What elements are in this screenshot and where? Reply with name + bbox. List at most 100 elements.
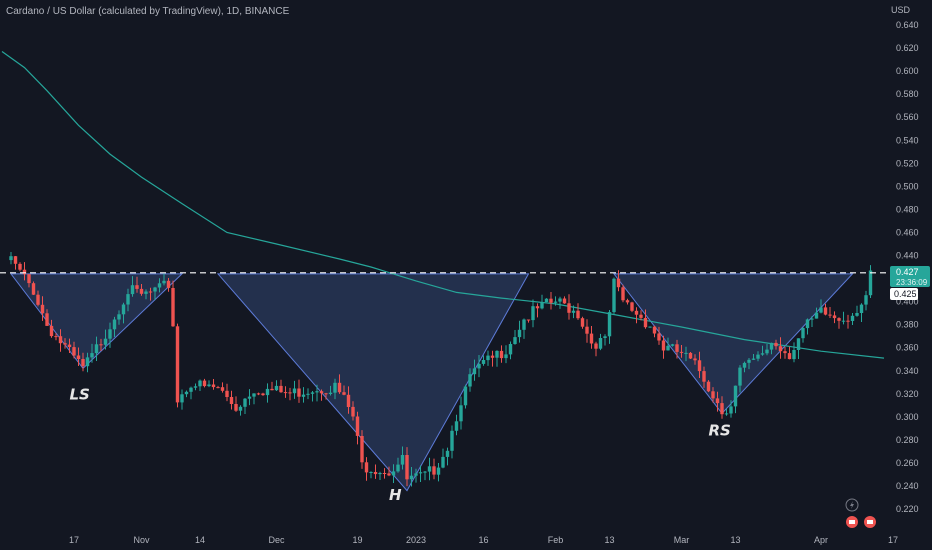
candle-body [441,456,445,468]
pattern-triangle [216,273,530,492]
candle-body [634,310,639,315]
flag-icon[interactable] [864,516,876,528]
candle-body [144,291,148,294]
candle-body [814,312,819,319]
candle-body [661,340,666,351]
lightning-icon[interactable] [845,498,859,512]
candle-body [418,472,423,474]
candle-body [234,404,238,411]
candle-body [315,391,319,393]
symbol-title: Cardano / US Dollar (calculated by Tradi… [6,6,290,17]
time-axis[interactable] [0,528,932,550]
pattern-triangle [612,273,854,415]
candle-body [261,393,265,396]
candle-body [445,450,450,457]
candle-body [99,344,103,346]
candle-body [58,336,63,344]
candle-body [639,314,643,318]
candle-body [432,466,436,475]
candle-body [27,274,31,284]
time-axis-ticks: 17 Nov 14 Dec 19 2023 16 Feb 13 Mar 13 Apr 17 [69,535,898,545]
candle-body [337,382,342,393]
candle-body [612,278,616,313]
candle-body [391,471,396,476]
time-tick-label: 19 [352,535,362,545]
candle-body [733,385,738,407]
candle-body [126,294,130,305]
candle-body [351,406,355,417]
price-tick-label: 0.460 [896,228,919,238]
price-axis[interactable] [886,0,932,528]
price-tick-label: 0.240 [896,481,919,491]
candle-body [310,392,315,394]
candle-body [292,388,297,394]
price-tick-label: 0.220 [896,504,919,514]
candle-body [846,320,850,322]
pattern-label-ls: LS [70,386,90,404]
candle-body [238,406,243,411]
candle-body [301,394,306,397]
candle-body [90,353,94,358]
time-tick-label: Nov [133,535,150,545]
candle-body [801,328,805,339]
candle-body [652,326,657,334]
candle-body [229,397,234,404]
candle-body [837,318,841,321]
candle-body [67,344,72,347]
candle-body [765,349,769,354]
candle-body [36,294,40,305]
candle-body [171,288,175,327]
time-tick-label: 17 [888,535,898,545]
price-tick-label: 0.500 [896,181,919,191]
candle-body [666,345,670,351]
candle-body [400,455,405,465]
time-tick-label: 13 [604,535,614,545]
flag-icon[interactable] [846,516,858,528]
candle-body [423,471,427,473]
candle-body [576,310,580,319]
candles [9,252,873,487]
candle-body [220,387,225,391]
candle-body [306,393,310,395]
candle-body [207,384,211,387]
candle-body [373,472,378,475]
candle-body [153,287,157,292]
pattern-labels: LS H RS [70,386,731,504]
candle-body [517,329,522,338]
candle-body [193,386,198,388]
last-price-value: 0.427 [896,267,919,277]
candle-body [225,390,229,397]
last-price-tag: 0.427 23:36:09 [890,266,930,287]
candle-body [94,344,99,354]
candle-body [333,382,337,393]
candle-body [495,350,499,358]
candle-body [819,307,823,313]
candle-body [283,392,288,394]
candle-body [783,351,787,354]
candle-body [657,333,661,341]
price-tick-label: 0.280 [896,435,919,445]
candle-body [643,317,648,328]
candle-body [607,312,612,337]
candle-body [31,283,36,295]
candle-body [526,319,531,321]
candle-body [715,398,720,404]
candle-body [558,298,562,302]
candle-body [396,464,400,472]
candle-body [76,355,81,359]
candle-body [472,368,477,375]
candle-body [121,304,126,315]
candle-body [198,380,202,387]
candle-body [778,346,783,352]
candle-body [810,318,814,320]
candle-body [864,295,868,305]
candle-body [319,391,324,394]
price-tick-label: 0.360 [896,343,919,353]
time-tick-label: Mar [674,535,690,545]
time-tick-label: 13 [730,535,740,545]
moving-average [1,51,885,359]
candle-body [684,352,688,354]
candle-body [346,394,351,407]
candle-body [693,358,697,361]
